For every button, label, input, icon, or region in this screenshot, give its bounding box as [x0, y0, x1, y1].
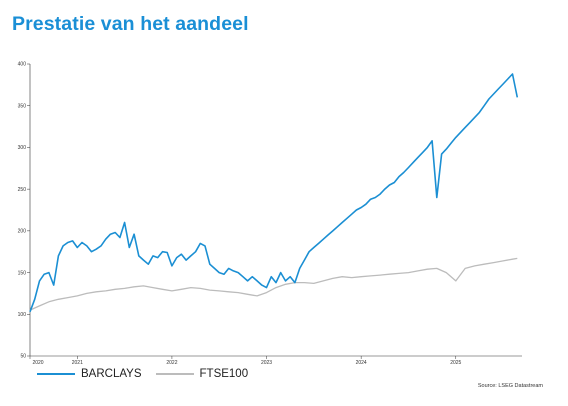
legend-item-ftse100: FTSE100 — [155, 368, 249, 380]
y-tick-label: 150 — [18, 270, 27, 276]
x-tick-label: 2022 — [166, 360, 177, 366]
y-tick-label: 50 — [20, 354, 26, 360]
series-line-ftse100 — [29, 257, 518, 311]
y-tick-label: 200 — [18, 229, 27, 235]
x-tick-label: 2021 — [72, 360, 83, 366]
y-tick-label: 250 — [18, 187, 27, 193]
legend-label-barclays: BARCLAYS — [81, 368, 142, 380]
legend-swatch-ftse100 — [155, 373, 194, 375]
source-note: Source: LSEG Datastream — [477, 383, 543, 389]
y-tick-label: 100 — [18, 312, 27, 318]
series-lines — [29, 73, 519, 313]
legend-label-ftse100: FTSE100 — [199, 368, 249, 380]
x-tick-label: 2020 — [32, 360, 43, 366]
x-axis-ticks: 2020 2021 2022 2023 2024 2025 — [29, 356, 462, 366]
series-line-barclays — [29, 73, 519, 313]
legend-swatch-barclays — [37, 373, 75, 375]
x-tick-label: 2024 — [356, 360, 367, 366]
y-tick-label: 300 — [18, 145, 27, 151]
legend-item-barclays: BARCLAYS — [37, 368, 142, 380]
x-tick-label: 2025 — [450, 360, 461, 366]
y-tick-label: 400 — [18, 62, 27, 68]
legend: BARCLAYS FTSE100 — [37, 368, 262, 380]
y-tick-label: 350 — [18, 103, 27, 109]
chart-axes — [29, 64, 522, 357]
page-title: Prestatie van het aandeel — [12, 13, 249, 35]
y-axis-ticks: 50 100 150 200 250 300 350 400 — [18, 62, 30, 360]
x-tick-label: 2023 — [261, 360, 272, 366]
